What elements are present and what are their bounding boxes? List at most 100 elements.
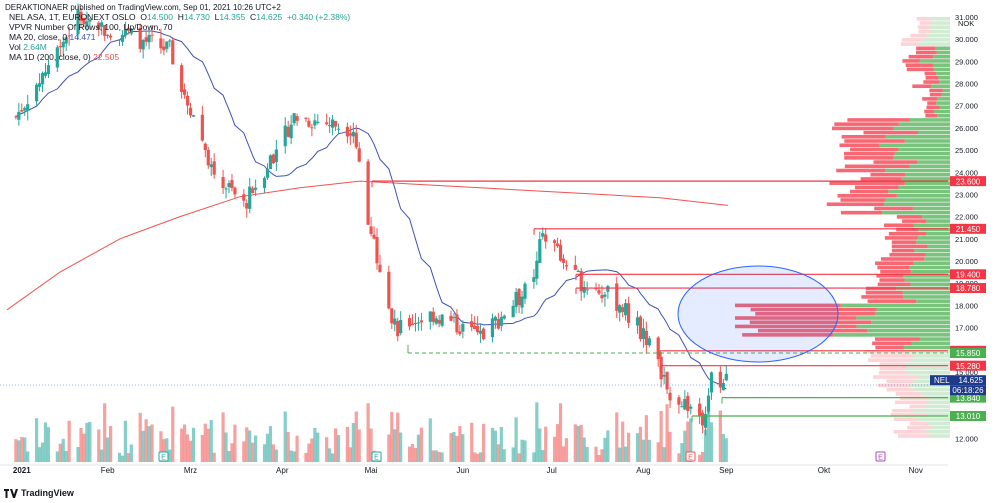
- candle-body: [351, 131, 355, 137]
- volume-bar: [345, 426, 349, 462]
- level-tag: 15.280: [950, 360, 986, 371]
- volume-bar: [138, 412, 142, 462]
- volume-bar: [262, 444, 267, 462]
- volume-bar: [431, 450, 435, 462]
- volume-profile-down: [829, 181, 905, 185]
- ma200-path: [6, 180, 729, 311]
- volume-profile-up: [893, 156, 950, 160]
- volume-profile-up: [930, 434, 950, 438]
- volume-bar: [517, 453, 521, 462]
- level-tag-text: 13.840: [956, 394, 981, 403]
- candle-body: [535, 260, 539, 279]
- candle-body: [689, 406, 693, 409]
- candle-body: [325, 122, 329, 125]
- volume-profile-down: [873, 160, 918, 164]
- candle-body: [129, 28, 133, 34]
- volume-bar: [561, 446, 566, 462]
- candle-body: [37, 83, 42, 87]
- volume-profile-down: [864, 349, 908, 354]
- volume-profile-down: [929, 88, 943, 93]
- candle-body: [126, 28, 130, 31]
- volume-bar: [43, 422, 48, 462]
- volume-bar: [659, 410, 663, 462]
- volume-bar: [390, 411, 394, 462]
- earnings-event-icon[interactable]: E: [158, 451, 169, 462]
- legend-open-label: O: [140, 12, 147, 22]
- candle-body: [520, 296, 524, 308]
- earnings-event-icon[interactable]: E: [685, 451, 696, 462]
- event-marker-box: [875, 451, 886, 462]
- volume-profile-up: [933, 54, 950, 59]
- volume-profile-up: [913, 223, 950, 228]
- volume-profile-down: [906, 425, 932, 430]
- candle-body: [624, 303, 628, 316]
- candle-body: [709, 372, 714, 393]
- level-tag: 19.400: [950, 269, 986, 279]
- volume-profile-up: [911, 358, 950, 362]
- volume-bar: [251, 442, 255, 462]
- volume-bar: [683, 430, 687, 462]
- candle-body: [564, 265, 569, 267]
- horizontal-levels[interactable]: [371, 180, 948, 423]
- level-tag-text: 13.010: [956, 412, 981, 421]
- price-tick-label: 20.000: [955, 257, 978, 266]
- level-tag-bg: [950, 269, 986, 280]
- volume-bar: [129, 444, 133, 462]
- volume-bar: [553, 436, 557, 462]
- volume-bar: [46, 427, 51, 462]
- candle-body: [603, 294, 607, 297]
- volume-profile-up: [905, 362, 950, 367]
- candle-body: [316, 121, 320, 123]
- earnings-event-icon[interactable]: E: [371, 451, 382, 462]
- volume-bar: [55, 451, 59, 462]
- candle-body: [416, 322, 421, 324]
- volume-profile-down: [884, 223, 914, 228]
- tradingview-footer[interactable]: TradingView: [4, 488, 74, 498]
- candle-body: [265, 168, 270, 178]
- volume-bar: [387, 434, 391, 462]
- volume-bar: [106, 437, 110, 462]
- time-axis[interactable]: 2021 Feb Mrz Apr Mai Jun Jul Aug Sep Okt Nov: [0, 464, 948, 475]
- volume-bar: [476, 453, 480, 462]
- volume-bar: [718, 410, 722, 462]
- volume-bar: [638, 426, 643, 462]
- level-tag-bg: [950, 176, 986, 187]
- volume-profile-up: [918, 130, 950, 135]
- price-tick-label: 18.000: [955, 301, 978, 310]
- volume-profile-down: [902, 59, 920, 63]
- candle-body: [348, 133, 352, 136]
- level-tag: 13.840: [950, 392, 986, 403]
- candle-body: [555, 243, 560, 247]
- earnings-event-icon[interactable]: E: [875, 451, 886, 462]
- candle-body: [597, 290, 601, 294]
- volume-profile-up: [912, 206, 950, 211]
- volume-bar: [191, 427, 196, 462]
- volume-profile-up: [933, 67, 950, 72]
- legend-vol-value: 2.64M: [23, 42, 47, 52]
- volume-profile-down: [889, 252, 926, 257]
- volume-profile-down: [844, 139, 905, 143]
- tradingview-brand: TradingView: [21, 488, 74, 498]
- volume-profile-up: [930, 16, 950, 21]
- level-tag-text: 18.780: [956, 284, 981, 293]
- volume-bar: [147, 426, 151, 462]
- volume-bar: [265, 433, 270, 462]
- volume-bar: [493, 430, 497, 462]
- volume-bar: [594, 446, 598, 462]
- volume-bars: [14, 402, 728, 462]
- volume-profile-down: [888, 231, 927, 236]
- volume-profile-up: [937, 97, 950, 101]
- volume-profile-up: [898, 122, 950, 126]
- volume-bar: [333, 428, 338, 462]
- candle-body: [171, 40, 175, 65]
- volume-bar: [366, 403, 370, 462]
- candle-body: [159, 38, 163, 49]
- volume-bar: [292, 451, 296, 462]
- candle-body: [242, 194, 246, 201]
- volume-profile-up: [913, 261, 950, 266]
- volume-profile: [735, 16, 950, 438]
- candle-body: [627, 303, 631, 323]
- volume-profile-up: [937, 113, 950, 118]
